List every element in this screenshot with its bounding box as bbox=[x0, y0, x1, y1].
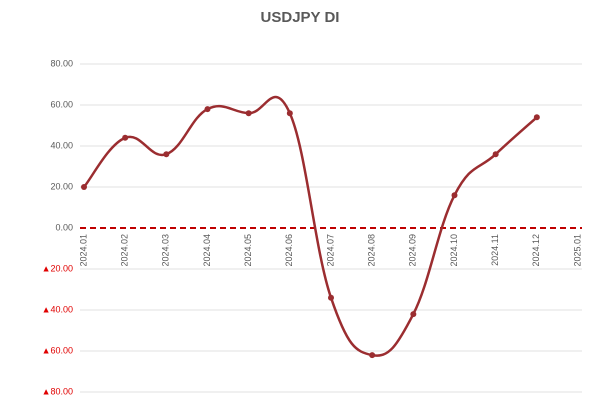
data-point bbox=[122, 134, 129, 141]
data-line bbox=[83, 95, 538, 357]
x-tick-label: 2024.03 bbox=[161, 234, 171, 267]
data-point bbox=[81, 184, 87, 190]
x-tick-label: 2024.12 bbox=[531, 234, 541, 267]
x-tick-label: 2024.05 bbox=[243, 234, 253, 267]
data-point bbox=[492, 151, 499, 158]
data-point bbox=[163, 151, 170, 158]
chart-title: USDJPY DI bbox=[261, 9, 340, 26]
x-tick-label: 2024.10 bbox=[449, 234, 459, 267]
data-point bbox=[533, 114, 540, 121]
y-tick-label: 20.00 bbox=[50, 181, 73, 191]
data-point bbox=[451, 192, 458, 199]
data-point bbox=[286, 110, 293, 117]
x-tick-label: 2024.01 bbox=[78, 234, 88, 267]
y-tick-label: 0.00 bbox=[55, 222, 73, 232]
y-tick-label: 80.00 bbox=[50, 58, 73, 68]
x-tick-label: 2024.08 bbox=[367, 234, 377, 267]
x-tick-label: 2024.02 bbox=[120, 234, 130, 267]
x-tick-label: 2024.09 bbox=[408, 234, 418, 267]
x-tick-label: 2024.04 bbox=[202, 234, 212, 267]
y-tick-label: 60.00 bbox=[50, 99, 73, 109]
y-tick-label: 40.00 bbox=[50, 140, 73, 150]
data-point bbox=[204, 106, 211, 113]
y-tick-label: ▲20.00 bbox=[42, 263, 73, 273]
x-tick-label: 2025.01 bbox=[572, 234, 582, 267]
x-tick-label: 2024.07 bbox=[325, 234, 335, 267]
data-point bbox=[410, 311, 417, 318]
data-point bbox=[369, 352, 376, 359]
y-tick-label: ▲60.00 bbox=[42, 345, 73, 355]
data-point bbox=[328, 294, 334, 301]
y-tick-label: ▲80.00 bbox=[42, 386, 73, 396]
data-point bbox=[245, 110, 252, 117]
x-tick-label: 2024.06 bbox=[284, 234, 294, 267]
x-tick-label: 2024.11 bbox=[490, 234, 500, 266]
y-tick-label: ▲40.00 bbox=[42, 304, 73, 314]
